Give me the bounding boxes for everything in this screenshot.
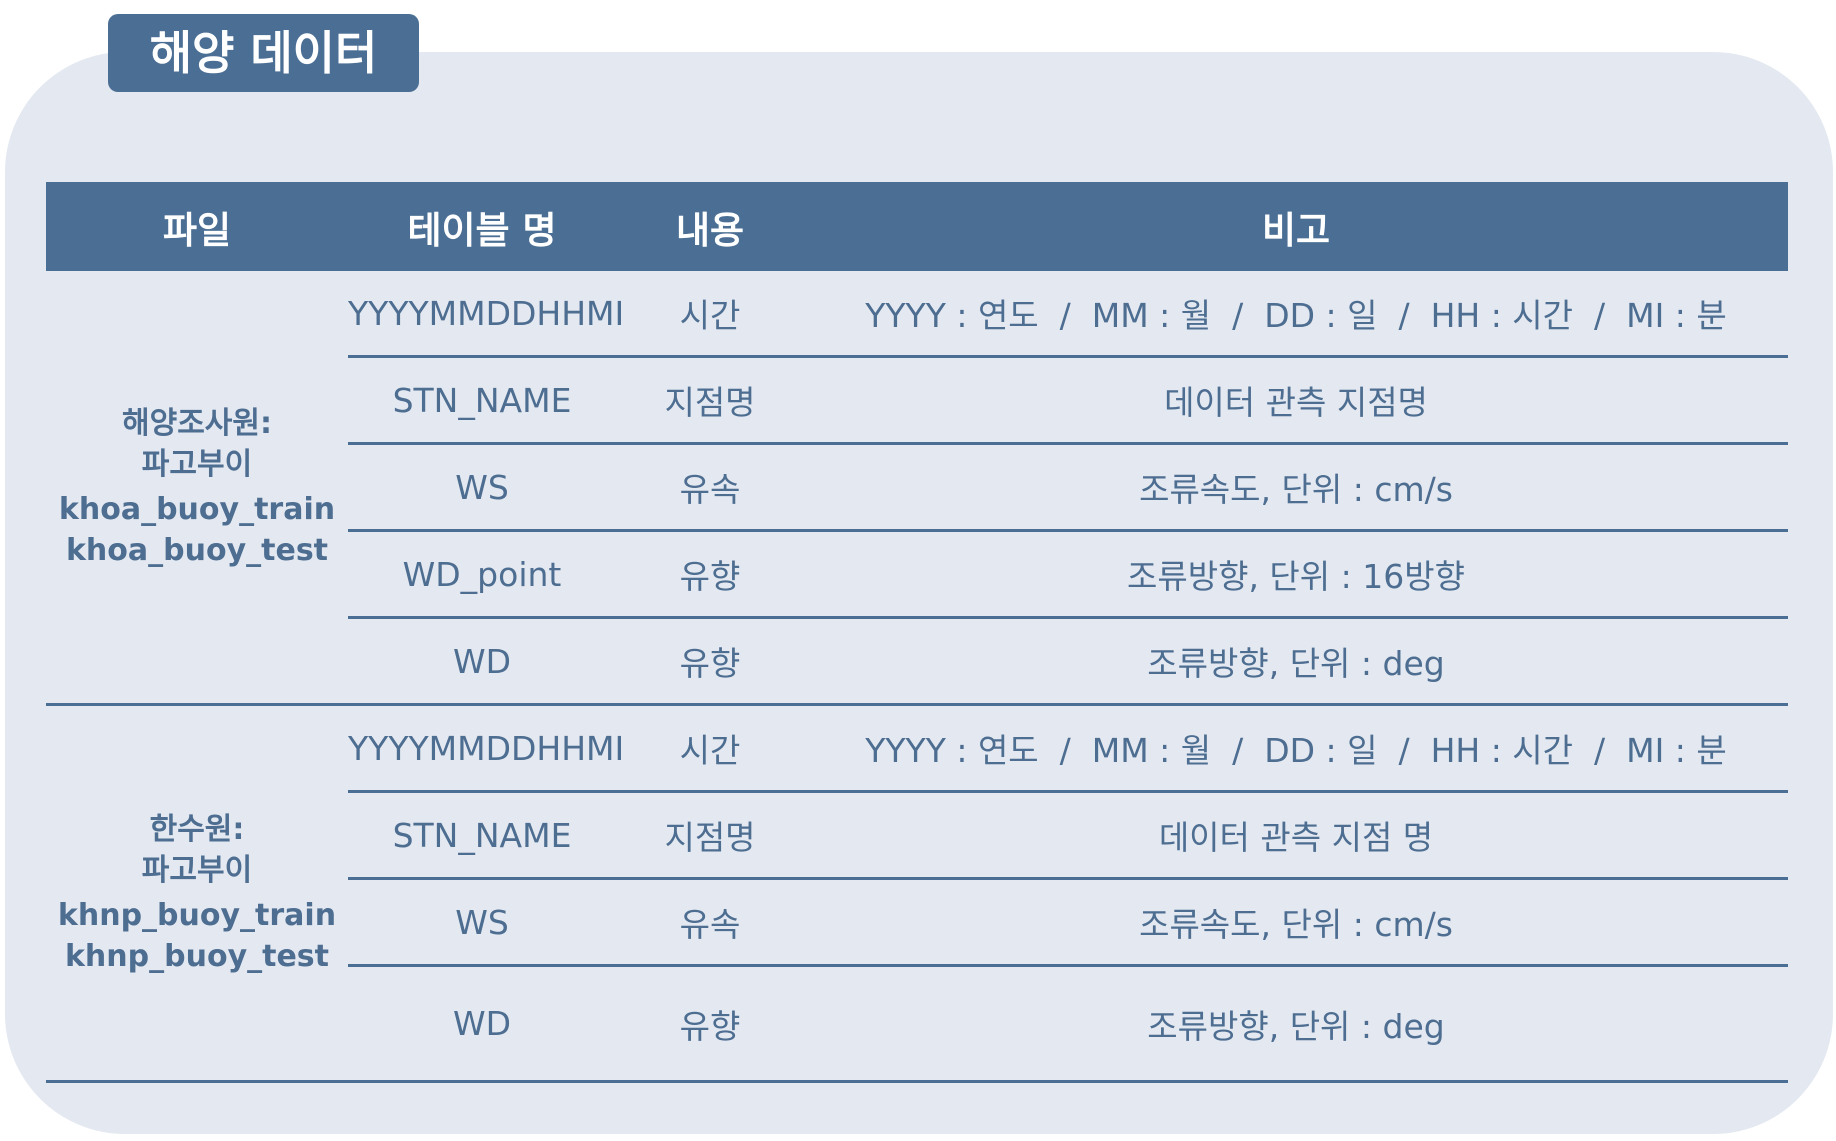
table-name-cell: WD_point bbox=[348, 530, 616, 619]
column-header-table-name: 테이블 명 bbox=[348, 182, 616, 271]
column-header-file: 파일 bbox=[46, 182, 348, 271]
content-cell: 유향 bbox=[616, 617, 804, 706]
content-cell: 유속 bbox=[616, 443, 804, 532]
table-row: WS 유속 조류속도, 단위 : cm/s bbox=[46, 878, 1788, 967]
content-cell: 유속 bbox=[616, 878, 804, 967]
file-source-name: 해양조사원: bbox=[122, 406, 272, 441]
note-cell: YYYY : 연도 / MM : 월 / DD : 일 / HH : 시간 / … bbox=[804, 704, 1788, 793]
table-name-cell: WS bbox=[348, 443, 616, 532]
file-test-name: khoa_buoy_test bbox=[65, 533, 329, 568]
file-test-name: khnp_buoy_test bbox=[64, 939, 330, 974]
note-cell: YYYY : 연도 / MM : 월 / DD : 일 / HH : 시간 / … bbox=[804, 271, 1788, 358]
note-cell: 조류방향, 단위 : deg bbox=[804, 965, 1788, 1083]
note-cell: 조류방향, 단위 : deg bbox=[804, 617, 1788, 706]
table-name-cell: WD bbox=[348, 617, 616, 706]
note-cell: 조류방향, 단위 : 16방향 bbox=[804, 530, 1788, 619]
page-title: 해양 데이터 bbox=[108, 14, 419, 92]
file-source-type: 파고부이 bbox=[141, 853, 253, 888]
file-cell: 한수원: 파고부이 khnp_buoy_train khnp_buoy_test bbox=[46, 704, 348, 1083]
table-row: 한수원: 파고부이 khnp_buoy_train khnp_buoy_test… bbox=[46, 704, 1788, 1083]
data-table: 파일 테이블 명 내용 비고 해양조사원: 파고부이 khoa_buoy_tra… bbox=[46, 182, 1788, 1083]
table-row: WS 유속 조류속도, 단위 : cm/s bbox=[46, 443, 1788, 532]
content-cell: 유향 bbox=[616, 530, 804, 619]
table-row: WD 유향 조류방향, 단위 : deg bbox=[46, 965, 1788, 1083]
table-name-cell: YYYYMMDDHHMI bbox=[348, 704, 624, 793]
file-cell: 해양조사원: 파고부이 khoa_buoy_train khoa_buoy_te… bbox=[46, 271, 348, 706]
note-cell: 조류속도, 단위 : cm/s bbox=[804, 878, 1788, 967]
table-name-cell: STN_NAME bbox=[348, 791, 616, 880]
content-cell: 시간 bbox=[616, 271, 804, 358]
note-cell: 데이터 관측 지점 명 bbox=[804, 791, 1788, 880]
table-name-cell: STN_NAME bbox=[348, 356, 616, 445]
table-name-cell: WD bbox=[348, 965, 616, 1083]
file-source-type: 파고부이 bbox=[141, 447, 253, 482]
table-row: 해양조사원: 파고부이 khoa_buoy_train khoa_buoy_te… bbox=[46, 271, 1788, 706]
table-name-cell: YYYYMMDDHHMI bbox=[348, 271, 624, 358]
content-cell: 시간 bbox=[616, 704, 804, 793]
content-cell: 유향 bbox=[616, 965, 804, 1083]
table-row: WD 유향 조류방향, 단위 : deg bbox=[46, 617, 1788, 706]
note-cell: 조류속도, 단위 : cm/s bbox=[804, 443, 1788, 532]
file-train-name: khoa_buoy_train bbox=[58, 492, 336, 527]
column-header-content: 내용 bbox=[616, 182, 804, 271]
note-cell: 데이터 관측 지점명 bbox=[804, 356, 1788, 445]
file-train-name: khnp_buoy_train bbox=[57, 898, 337, 933]
table-name-cell: WS bbox=[348, 878, 616, 967]
file-source-name: 한수원: bbox=[149, 812, 245, 847]
content-cell: 지점명 bbox=[616, 791, 804, 880]
table-row: STN_NAME 지점명 데이터 관측 지점명 bbox=[46, 356, 1788, 445]
content-cell: 지점명 bbox=[616, 356, 804, 445]
column-header-note: 비고 bbox=[804, 182, 1788, 271]
header-row: 파일 테이블 명 내용 비고 bbox=[46, 182, 1788, 271]
table-row: WD_point 유향 조류방향, 단위 : 16방향 bbox=[46, 530, 1788, 619]
table-row: STN_NAME 지점명 데이터 관측 지점 명 bbox=[46, 791, 1788, 880]
